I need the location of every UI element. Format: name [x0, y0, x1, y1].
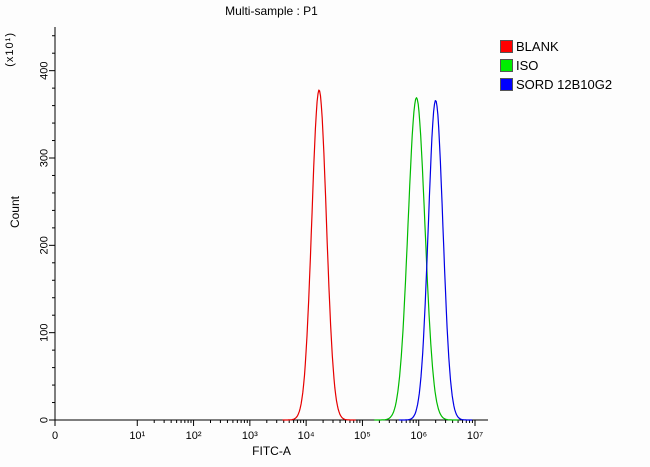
svg-text:300: 300 [39, 149, 51, 167]
svg-text:0: 0 [39, 417, 51, 423]
svg-text:10⁶: 10⁶ [410, 430, 427, 442]
svg-text:10²: 10² [186, 430, 202, 442]
chart-title: Multi-sample : P1 [225, 4, 318, 18]
svg-text:10³: 10³ [242, 430, 258, 442]
svg-text:10⁵: 10⁵ [354, 430, 371, 442]
legend-label-sord: SORD 12B10G2 [516, 77, 613, 92]
legend: BLANK ISO SORD 12B10G2 [500, 39, 612, 92]
svg-text:0: 0 [52, 430, 58, 442]
x-axis-label: FITC-A [252, 444, 291, 458]
svg-text:10¹: 10¹ [129, 430, 145, 442]
legend-item-blank: BLANK [500, 39, 612, 54]
legend-item-sord: SORD 12B10G2 [500, 77, 612, 92]
svg-text:100: 100 [39, 323, 51, 341]
legend-item-iso: ISO [500, 58, 612, 73]
legend-swatch-sord [500, 78, 513, 91]
legend-label-blank: BLANK [516, 39, 559, 54]
svg-text:10⁷: 10⁷ [467, 430, 483, 442]
legend-label-iso: ISO [516, 58, 539, 73]
legend-swatch-blank [500, 40, 513, 53]
svg-text:400: 400 [39, 61, 51, 79]
svg-text:10⁴: 10⁴ [298, 430, 315, 442]
svg-text:200: 200 [39, 236, 51, 254]
legend-swatch-iso [500, 59, 513, 72]
